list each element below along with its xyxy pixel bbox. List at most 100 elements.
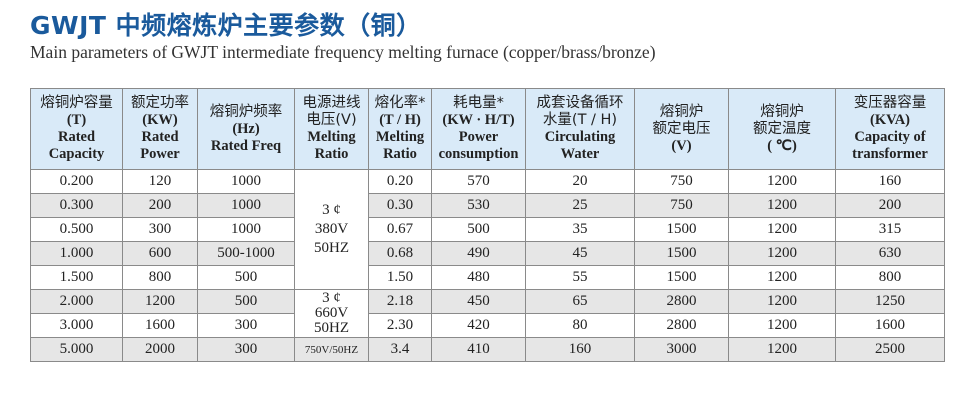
table-cell: 1200 [728, 193, 836, 218]
table-cell: 2800 [634, 289, 729, 314]
table-cell: 500-1000 [197, 241, 295, 266]
header-cn: 耗电量* [453, 95, 504, 111]
table-cell: 80 [525, 313, 635, 338]
table-row: 0.300 200 1000 0.30 530 25 750 1200 200 [30, 193, 945, 218]
table-row: 1.500 800 500 1.50 480 55 1500 1200 800 [30, 265, 945, 290]
header-line: (V) [671, 137, 692, 154]
table-cell: 0.20 [368, 169, 432, 194]
table-cell: 2000 [122, 337, 198, 362]
voltage-cell: 750V/50HZ [294, 337, 369, 362]
table-row: 0.500 300 1000 0.67 500 35 1500 1200 315 [30, 217, 945, 242]
header-line: Power [140, 146, 180, 162]
table-cell: 1.50 [368, 265, 432, 290]
voltage-line: 380V [314, 221, 349, 237]
table-cell: 1500 [634, 217, 729, 242]
header-line: Capacity of [854, 129, 926, 145]
table-cell: 3.4 [368, 337, 432, 362]
header-line: Power [458, 129, 499, 145]
voltage-line: 50HZ [314, 240, 349, 256]
table-row: 2.000 1200 500 3 ¢ 660V 50HZ 2.18 450 65 2800 1200… [30, 289, 945, 338]
table-cell: 0.67 [368, 217, 432, 242]
table-cell: 1000 [197, 169, 295, 194]
column-header: 成套设备循环 水量(T / H) Circulating Water [525, 88, 635, 170]
table-cell: 300 [197, 337, 295, 362]
table-cell: 2500 [835, 337, 945, 362]
table-cell: 1200 [728, 265, 836, 290]
table-cell: 300 [197, 313, 295, 338]
header-cn: 熔铜炉 [659, 103, 704, 120]
header-line: (KW) [142, 112, 178, 128]
table-cell: 45 [525, 241, 635, 266]
page-subtitle: Main parameters of GWJT intermediate fre… [30, 42, 656, 62]
table-row: 5.000 2000 300 750V/50HZ 3.4 410 160 3000 1200 25… [30, 337, 945, 362]
header-cn: 熔铜炉 [760, 103, 804, 120]
table-cell: 570 [431, 169, 526, 194]
column-header: 耗电量* (KW · H/T) Power consumption [431, 88, 526, 170]
header-cn: 变压器容量 [853, 95, 927, 111]
column-header: 熔铜炉容量 (T) Rated Capacity [30, 88, 123, 170]
table-cell: 1000 [197, 193, 295, 218]
table-cell: 35 [525, 217, 635, 242]
parameters-table: 熔铜炉容量 (T) Rated Capacity 额定功率 (KW) Rated Power 熔… [30, 88, 945, 362]
table-cell: 500 [431, 217, 526, 242]
header-row: 熔铜炉容量 (T) Rated Capacity 额定功率 (KW) Rated Power 熔… [30, 88, 945, 170]
table-cell: 200 [122, 193, 198, 218]
table-cell: 420 [431, 313, 526, 338]
table-cell: 1600 [122, 313, 198, 338]
table-cell: 0.300 [30, 193, 123, 218]
header-line: (KVA) [869, 112, 910, 128]
table-cell: 800 [122, 265, 198, 290]
table-cell: 1250 [835, 289, 945, 314]
table-cell: 25 [525, 193, 635, 218]
header-cn: 熔铜炉容量 [40, 95, 113, 111]
voltage-line: 3 ¢ [322, 290, 341, 306]
table-cell: 1500 [634, 265, 729, 290]
table-cell: 630 [835, 241, 945, 266]
table-cell: 1200 [728, 289, 836, 314]
column-header: 熔化率* (T / H) Melting Ratio [368, 88, 432, 170]
table-cell: 1200 [122, 289, 198, 314]
column-header: 额定功率 (KW) Rated Power [122, 88, 198, 170]
header-line: 额定温度 [753, 120, 811, 137]
table-row: 3.000 1600 300 2.30 420 80 2800 1200 1600 [30, 313, 945, 338]
header-line: (Hz) [232, 120, 260, 137]
table-cell: 1200 [728, 313, 836, 338]
table-cell: 20 [525, 169, 635, 194]
header-line: (KW · H/T) [442, 112, 515, 128]
table-cell: 55 [525, 265, 635, 290]
table-cell: 300 [122, 217, 198, 242]
table-cell: 3000 [634, 337, 729, 362]
table-cell: 800 [835, 265, 945, 290]
header-cn: 电源进线 [302, 95, 361, 111]
table-cell: 5.000 [30, 337, 123, 362]
table-cell: 530 [431, 193, 526, 218]
table-cell: 200 [835, 193, 945, 218]
header-line: ( ℃) [767, 137, 797, 154]
table-cell: 490 [431, 241, 526, 266]
table-cell: 160 [835, 169, 945, 194]
table-cell: 0.30 [368, 193, 432, 218]
header-line: Capacity [48, 146, 105, 162]
table-cell: 0.200 [30, 169, 123, 194]
table-cell: 1.000 [30, 241, 123, 266]
voltage-line: 50HZ [314, 320, 349, 336]
header-cn: 额定功率 [131, 95, 189, 111]
header-cn: 熔化率* [374, 95, 426, 111]
voltage-cell: 3 ¢ 380V 50HZ [294, 169, 369, 290]
table-cell: 160 [525, 337, 635, 362]
header-line: 额定电压 [652, 120, 711, 137]
table-cell: 750 [634, 169, 729, 194]
header-line: transformer [852, 146, 928, 162]
header-line: 水量(T / H) [542, 112, 618, 128]
header-line: Rated [57, 129, 96, 145]
header-line: Ratio [314, 146, 349, 162]
table-cell: 120 [122, 169, 198, 194]
table-cell: 0.500 [30, 217, 123, 242]
table-cell: 1000 [197, 217, 295, 242]
header-line: Circulating [544, 129, 616, 145]
header-line: Melting [375, 129, 425, 145]
table-cell: 600 [122, 241, 198, 266]
table-cell: 2.30 [368, 313, 432, 338]
header-line: Melting [307, 129, 356, 145]
header-line: Ratio [383, 146, 417, 162]
